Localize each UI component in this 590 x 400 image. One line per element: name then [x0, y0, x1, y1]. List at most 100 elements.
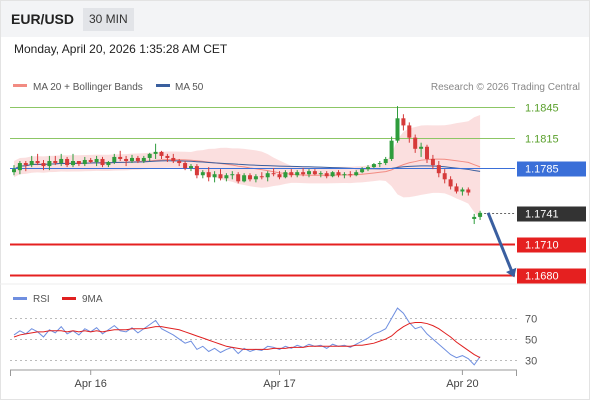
- level-label-1.1785: 1.1785: [525, 164, 559, 176]
- candle: [41, 159, 46, 171]
- candle: [230, 171, 235, 180]
- candle-body: [395, 118, 400, 141]
- candle: [307, 169, 311, 178]
- candle-body: [307, 171, 311, 175]
- candle: [413, 134, 418, 153]
- candle-body: [65, 158, 70, 166]
- datetime-label: Monday, April 20, 2026 1:35:28 AM CET: [14, 42, 228, 56]
- candle-body: [224, 175, 229, 179]
- candle-body: [324, 173, 329, 177]
- candle: [348, 171, 353, 178]
- candle: [312, 169, 317, 176]
- candle-body: [106, 162, 111, 166]
- candle-body: [466, 189, 471, 193]
- candle-body: [371, 164, 376, 168]
- candle: [124, 155, 129, 167]
- forecast-arrow-head: [506, 267, 517, 278]
- rsi-series-9MA: [13, 322, 481, 359]
- candle: [71, 153, 75, 168]
- candle-body: [312, 171, 317, 175]
- candle: [318, 171, 323, 178]
- candle: [82, 156, 87, 167]
- candle: [277, 171, 282, 180]
- candle: [183, 161, 188, 171]
- timeframe-button[interactable]: 30 MIN: [83, 8, 134, 31]
- candle: [212, 171, 217, 183]
- legend-ma50-label: MA 50: [175, 82, 204, 93]
- price-chart: 1.1845 1.1815 1.1785 1.1741 1.1710 1.1680: [10, 103, 586, 284]
- candle: [17, 161, 22, 175]
- symbol-label: EUR/USD: [11, 11, 75, 27]
- candle-body: [236, 174, 241, 182]
- x-tick-label: Apr 17: [263, 378, 295, 390]
- candle: [218, 169, 223, 181]
- candle: [189, 164, 193, 172]
- candle: [94, 155, 99, 167]
- candle: [59, 153, 64, 167]
- candle: [29, 155, 34, 168]
- candle: [35, 153, 40, 166]
- candle: [130, 154, 134, 164]
- candle: [354, 170, 359, 177]
- ma50-line: [13, 160, 481, 172]
- candle: [460, 187, 465, 196]
- level-tag-1.1741: [517, 206, 586, 222]
- candle-body: [230, 174, 235, 176]
- candle: [159, 150, 164, 159]
- bollinger-band: [14, 114, 481, 219]
- candle-body: [318, 173, 323, 175]
- candle-body: [342, 174, 347, 176]
- candle: [324, 171, 329, 179]
- x-axis-ticks: Apr 16 Apr 17 Apr 20: [10, 370, 517, 390]
- candle: [135, 155, 140, 164]
- candle: [448, 176, 453, 190]
- candle-body: [460, 189, 465, 192]
- level-tag-1.1680: [517, 268, 586, 284]
- candle-body: [348, 174, 353, 176]
- candle: [383, 156, 388, 166]
- candle-body: [330, 172, 335, 177]
- candle-body: [189, 166, 193, 169]
- candle-body: [472, 216, 477, 219]
- candle: [360, 167, 365, 174]
- candle-body: [23, 163, 28, 166]
- candle: [342, 172, 347, 179]
- forecast-arrow-line: [486, 212, 514, 273]
- candle-body: [141, 157, 146, 161]
- candle: [47, 155, 52, 171]
- candle-body: [124, 158, 129, 161]
- candle-body: [118, 156, 123, 159]
- candle-body: [407, 125, 412, 138]
- candle: [366, 165, 370, 172]
- level-tag-1.1785: [517, 161, 586, 177]
- candle-body: [59, 158, 64, 164]
- candle-body: [76, 161, 81, 165]
- rsi-series-RSI: [13, 307, 481, 366]
- candle: [271, 168, 276, 177]
- candle-body: [425, 146, 429, 159]
- level-label-1.1710: 1.1710: [525, 240, 559, 252]
- candle-body: [454, 186, 459, 192]
- candle: [436, 161, 441, 178]
- candle-body: [165, 155, 170, 158]
- candle: [177, 158, 182, 167]
- candle: [419, 142, 424, 157]
- candle-body: [206, 172, 211, 178]
- candle-body: [366, 167, 370, 170]
- candle-body: [289, 172, 294, 176]
- candle: [242, 173, 247, 183]
- candle: [118, 150, 123, 161]
- chart-header: EUR/USD 30 MIN: [1, 1, 589, 37]
- candle-body: [41, 163, 46, 167]
- candle: [206, 167, 211, 182]
- level-label-1.1845: 1.1845: [525, 103, 559, 115]
- candle-body: [360, 169, 365, 173]
- candle: [106, 161, 111, 168]
- candle-body: [248, 175, 252, 180]
- candle: [76, 161, 81, 167]
- candle: [301, 168, 306, 177]
- legend-ma50-swatch: [156, 84, 170, 87]
- rsi-tick-label-50: 50: [525, 335, 537, 347]
- legend-9ma-label: 9MA: [82, 294, 103, 305]
